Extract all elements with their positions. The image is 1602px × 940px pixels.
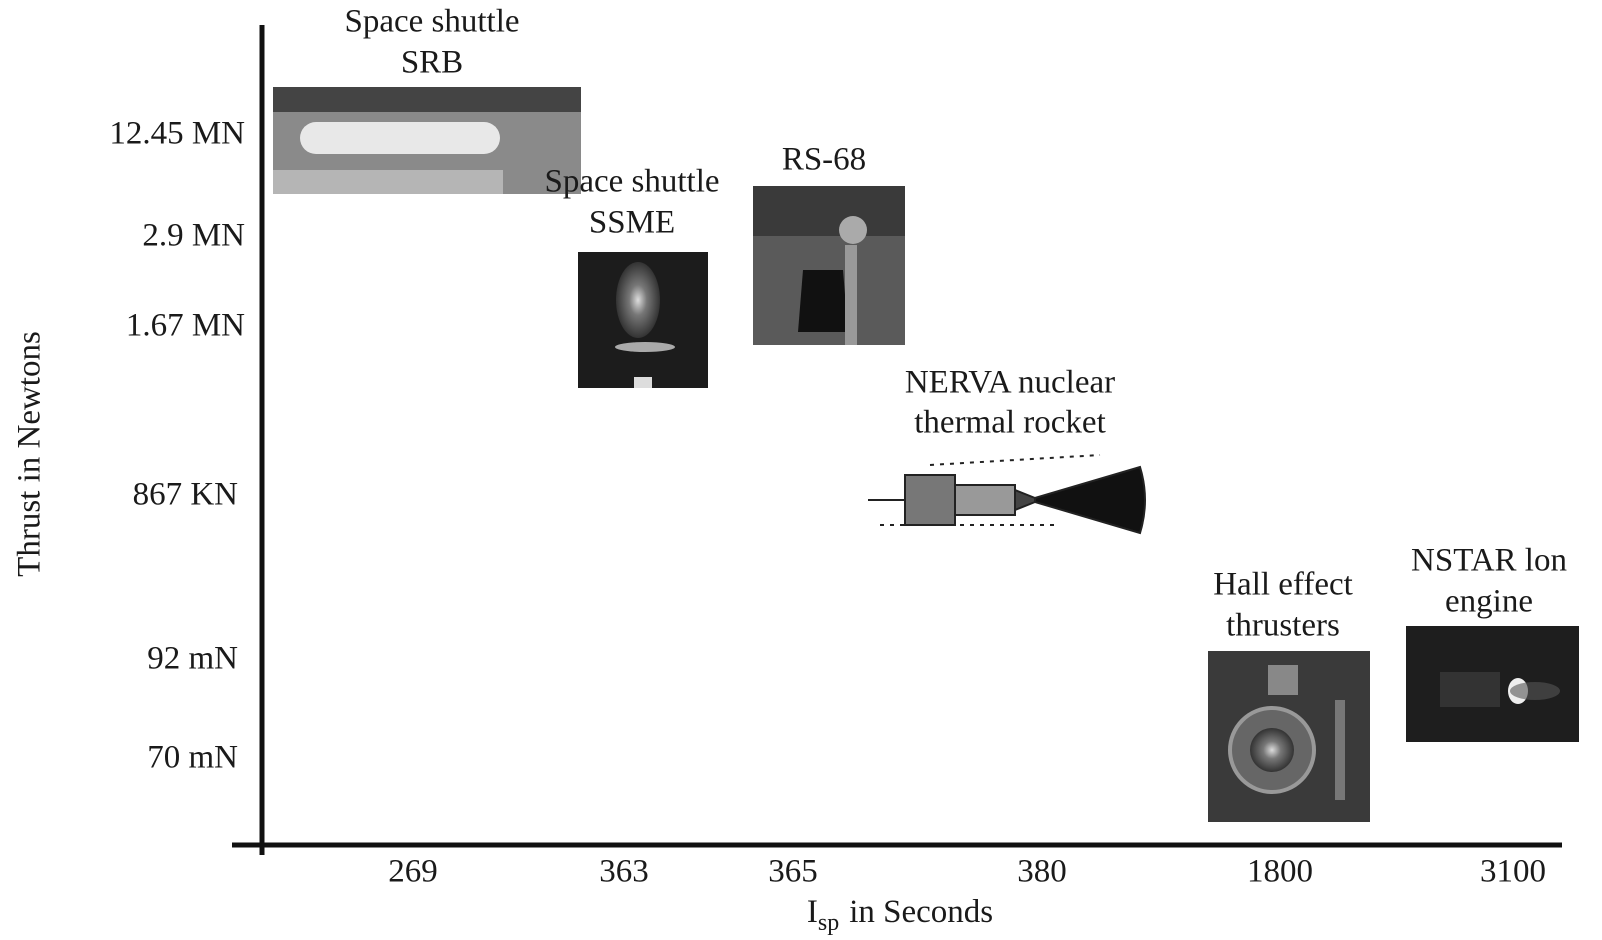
engine-label: NERVA nuclear (905, 365, 1115, 401)
y-label: 2.9 MN (142, 218, 245, 254)
y-label: 92 mN (147, 641, 238, 677)
engine-image (1208, 651, 1370, 822)
x-label: 365 (768, 854, 818, 890)
engine-label: thermal rocket (914, 405, 1106, 441)
x-label: 1800 (1247, 854, 1313, 890)
engine-label: Space shuttle (344, 4, 519, 40)
x-axis-title: Isp in Seconds (807, 894, 993, 936)
engine-label: Space shuttle (544, 164, 719, 200)
x-title-subscript: sp (818, 910, 839, 936)
engine-label: engine (1445, 584, 1533, 620)
x-label: 269 (388, 854, 438, 890)
x-label: 3100 (1480, 854, 1546, 890)
engine-image (273, 87, 581, 194)
engine-image (578, 252, 708, 388)
y-label: 867 KN (133, 477, 239, 513)
engine-label: SRB (401, 45, 463, 81)
x-label: 363 (599, 854, 649, 890)
y-label: 12.45 MN (109, 116, 245, 152)
engine-image (753, 186, 905, 345)
engine-label: SSME (589, 205, 675, 241)
engine-image (868, 455, 1145, 533)
y-label: 70 mN (147, 740, 238, 776)
engine-label: thrusters (1226, 608, 1340, 644)
x-title-symbol: I (807, 894, 818, 930)
engine-label: NSTAR lon (1411, 543, 1567, 579)
engine-label: Hall effect (1213, 567, 1353, 603)
x-label: 380 (1017, 854, 1067, 890)
x-title-text: in Seconds (849, 894, 993, 930)
y-axis-title: Thrust in Newtons (12, 331, 48, 577)
engine-label: RS-68 (782, 142, 866, 178)
engine-image (1406, 626, 1579, 742)
y-label: 1.67 MN (126, 308, 245, 344)
diagram: Thrust in Newtons 12.45 MN 2.9 MN 1.67 M… (0, 0, 1602, 940)
